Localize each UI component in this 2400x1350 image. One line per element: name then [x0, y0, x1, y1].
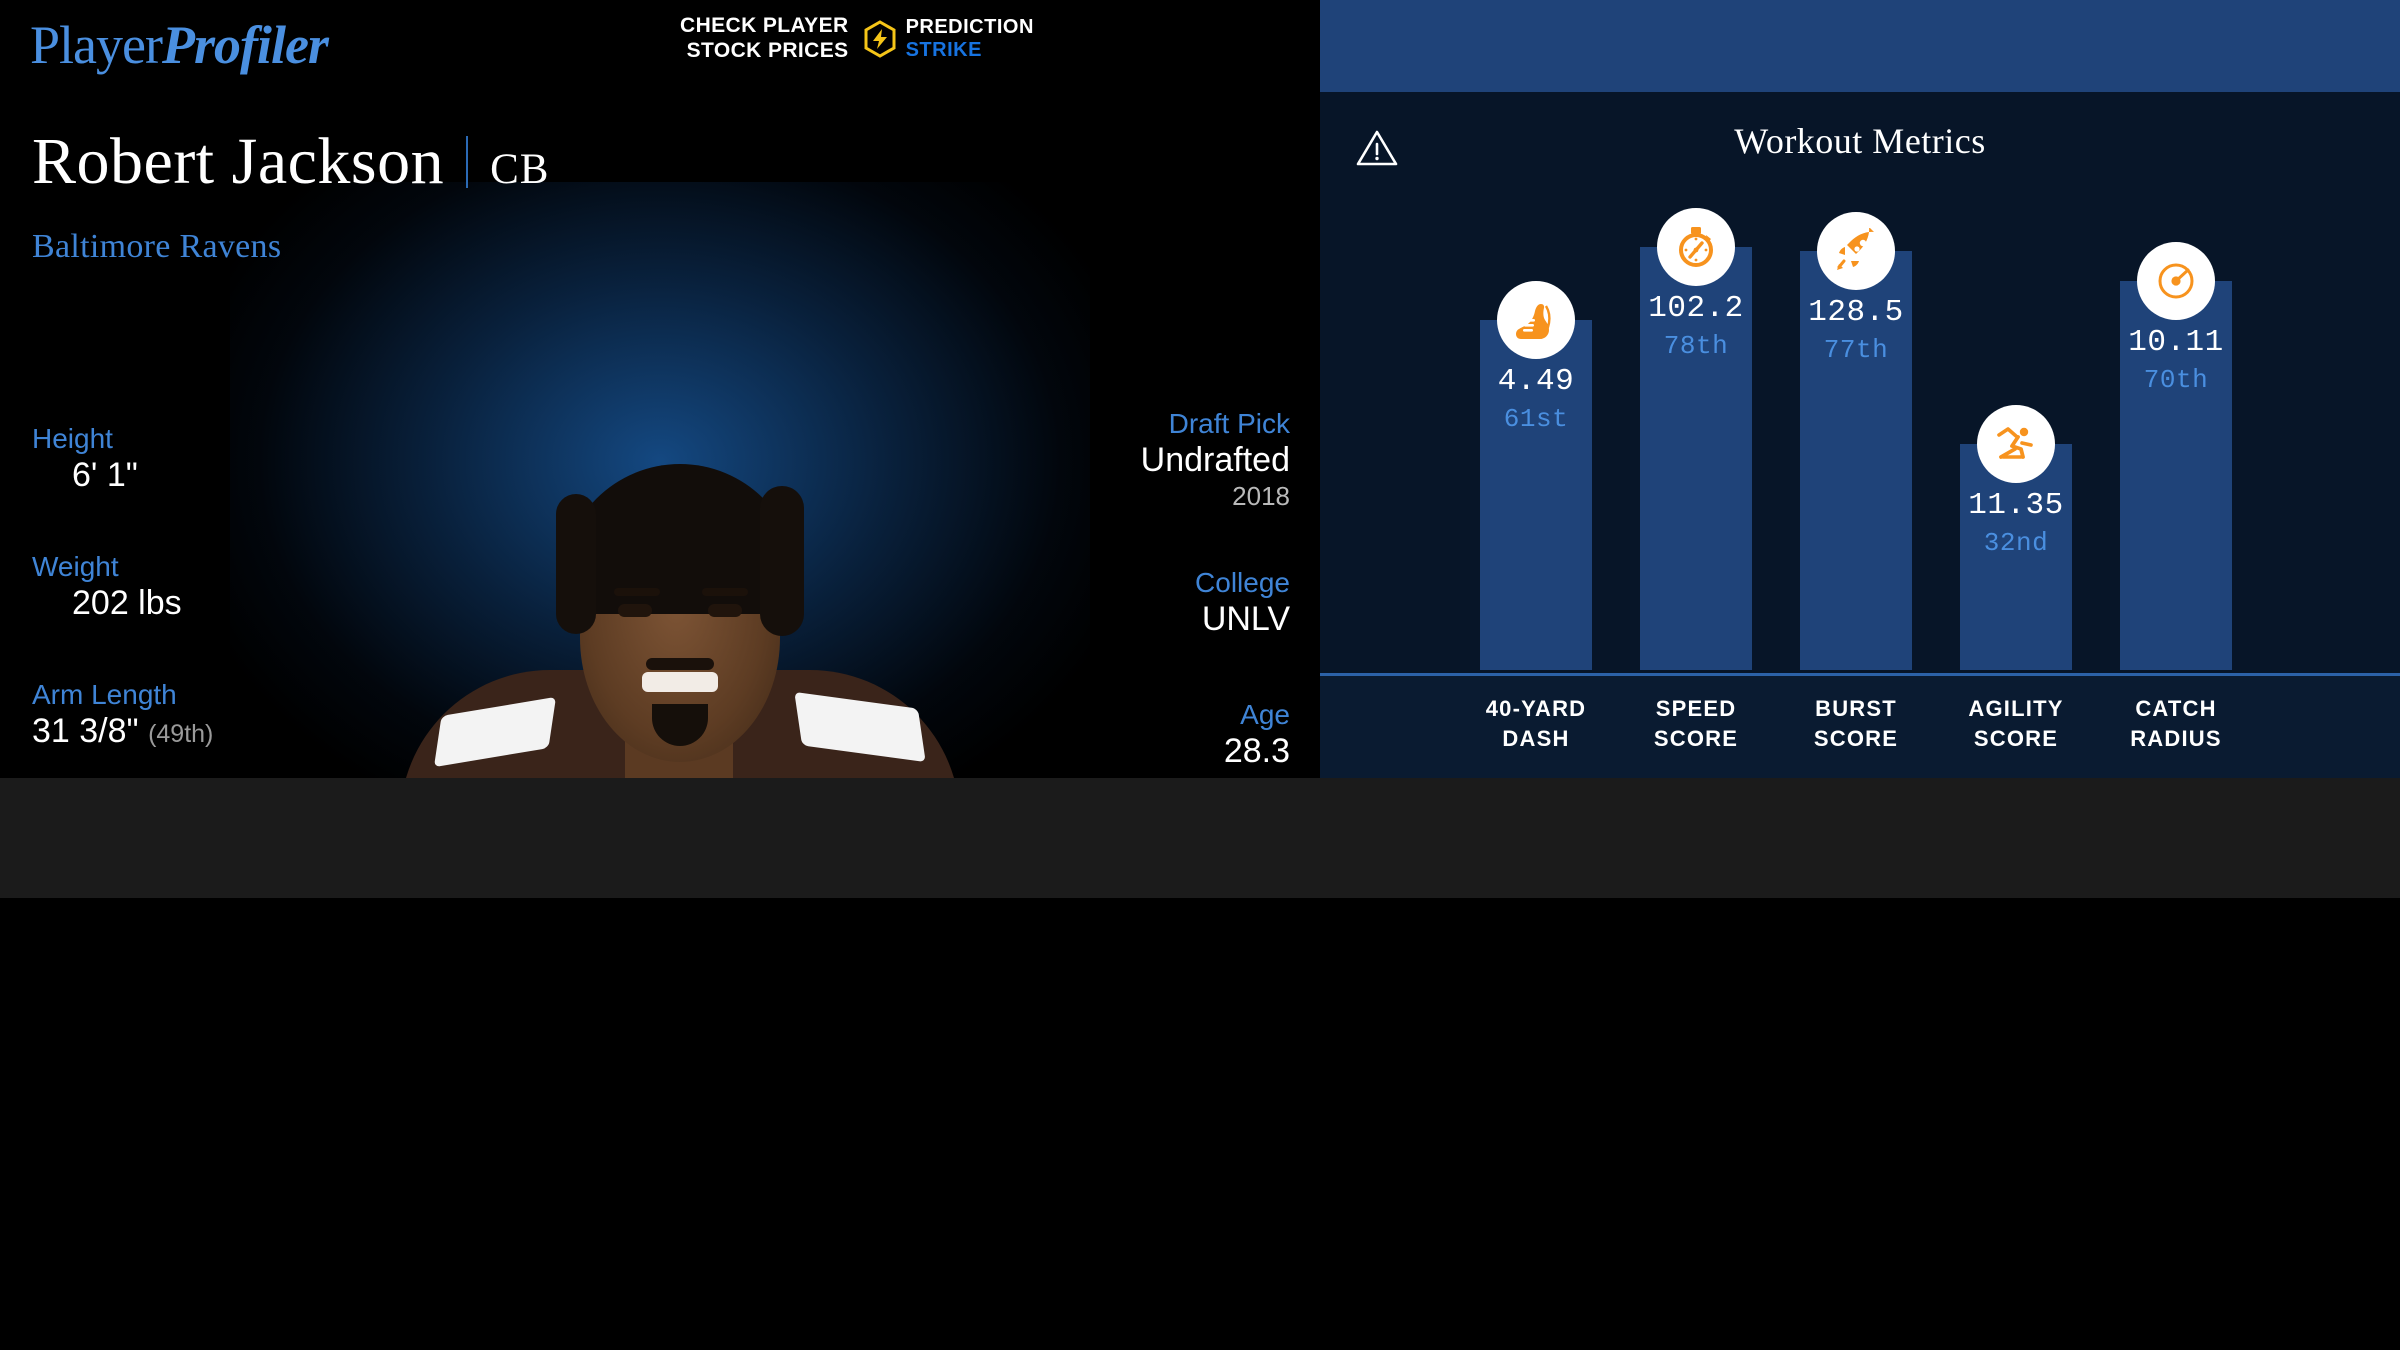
player-name-row: Robert Jackson CB [32, 124, 549, 200]
photo-eye-left [618, 604, 652, 617]
bar-percentile-label: 77th [1823, 335, 1889, 365]
stat-draft-pick: Draft Pick Undrafted 2018 [860, 407, 1290, 512]
chart-bar[interactable]: 4.49 61st [1480, 320, 1592, 670]
lightning-hexagon-icon [863, 20, 897, 58]
axis-tick-label: CATCH RADIUS [2120, 694, 2232, 753]
top-bar: PlayerProfiler CHECK PLAYER STOCK PRICES… [0, 0, 2400, 92]
stat-arm-length: Arm Length 31 3/8" (49th) [32, 678, 452, 752]
player-team[interactable]: Baltimore Ravens [32, 228, 282, 265]
promo-line-2: STOCK PRICES [686, 38, 849, 62]
measurables-left-column: Height 6' 1" Weight 202 lbs Arm Length 3… [32, 422, 452, 778]
sponsor-word-prediction: PREDICTION [905, 16, 1034, 39]
axis-tick-label: AGILITY SCORE [1960, 694, 2072, 753]
axis-tick-line: SCORE [1813, 725, 1899, 751]
best-comparable-bar: BEST COMPARABLE MARCUS COOPER [1320, 0, 2400, 92]
axis-tick-line: AGILITY [1968, 696, 2064, 721]
page-title: Robert Jackson [32, 125, 445, 198]
stat-height: Height 6' 1" [32, 422, 452, 496]
site-logo[interactable]: PlayerProfiler [30, 14, 329, 76]
player-photo [380, 422, 980, 778]
chart-x-axis: 40-YARD DASH SPEED SCORE BURST SCORE AGILITY SC… [1320, 673, 2400, 778]
bar-percentile-label: 32nd [1983, 528, 2049, 558]
prediction-strike-wordmark: PREDICTION STRIKE [906, 16, 1034, 61]
player-profile-panel: Robert Jackson CB Baltimore Ravens [0, 92, 1320, 778]
axis-tick-line: 40-YARD [1485, 696, 1587, 721]
stat-percentile: (49th) [148, 719, 214, 748]
logo-text-player: Player [30, 15, 163, 75]
stat-value: 6' 1" [72, 456, 138, 495]
axis-tick-line: SCORE [1973, 725, 2059, 751]
bar-value-label: 4.49 [1497, 364, 1575, 399]
stat-label: Arm Length [32, 678, 177, 710]
runner-icon [1977, 405, 2055, 483]
running-shoe-icon [1497, 281, 1575, 359]
measurables-right-column: Draft Pick Undrafted 2018 College UNLV A… [860, 407, 1290, 778]
stat-value: Undrafted [1140, 441, 1290, 480]
photo-mouth [642, 672, 718, 692]
photo-eye-right [708, 604, 742, 617]
photo-moustache [646, 658, 714, 670]
stat-subvalue: 2018 [1232, 480, 1290, 511]
stat-value: 31 3/8" [32, 711, 139, 750]
stat-college: College UNLV [860, 566, 1290, 640]
workout-metrics-chart: 4.49 61st 102.2 78th 128.5 77th 11.35 32nd 10.11… [1320, 92, 2400, 670]
stat-value: UNLV [1201, 599, 1290, 638]
stat-label: Height [32, 423, 113, 454]
promo-text: CHECK PLAYER STOCK PRICES [680, 14, 849, 64]
metrics-title: Workout Metrics [1734, 121, 1986, 161]
chart-bar[interactable]: 10.11 70th [2120, 281, 2232, 670]
stat-value: 28.3 [1223, 731, 1290, 770]
rocket-icon [1817, 212, 1895, 290]
logo-text-profiler: Profiler [161, 15, 329, 75]
page-footer-band [0, 778, 2400, 898]
bar-value-label: 128.5 [1808, 295, 1904, 330]
axis-tick-label: SPEED SCORE [1640, 694, 1752, 753]
stat-value: 202 lbs [72, 583, 182, 622]
top-bar-left: PlayerProfiler CHECK PLAYER STOCK PRICES… [0, 0, 1320, 92]
photo-hair [556, 464, 804, 636]
axis-tick-line: SCORE [1653, 725, 1739, 751]
warning-triangle-icon[interactable] [1355, 128, 1399, 168]
stat-label: Age [1240, 698, 1290, 730]
axis-tick-line: SPEED [1655, 696, 1737, 721]
player-position: CB [490, 146, 550, 193]
prediction-strike-logo[interactable]: PREDICTION STRIKE [863, 16, 1034, 61]
axis-tick-line: DASH [1502, 725, 1570, 751]
bar-value-label: 102.2 [1648, 291, 1744, 326]
promo-banner[interactable]: CHECK PLAYER STOCK PRICES PREDICTION STR… [680, 14, 1034, 64]
axis-tick-line: RADIUS [2130, 725, 2222, 751]
stat-label: College [1195, 566, 1290, 598]
stat-value-row: 31 3/8" (49th) [32, 711, 452, 752]
name-divider [466, 136, 469, 188]
stat-weight: Weight 202 lbs [32, 550, 452, 624]
sponsor-word-strike: STRIKE [905, 38, 982, 61]
bar-percentile-label: 78th [1663, 331, 1729, 361]
stat-label: Draft Pick [1168, 408, 1290, 439]
bar-value-label: 10.11 [2128, 325, 2224, 360]
bar-percentile-label: 70th [2143, 365, 2209, 395]
bar-value-label: 11.35 [1968, 488, 2064, 523]
chart-bar[interactable]: 128.5 77th [1800, 251, 1912, 670]
page-background-fill [0, 898, 2400, 1350]
stat-label: Weight [32, 550, 119, 582]
axis-tick-line: BURST [1815, 696, 1897, 721]
axis-tick-line: CATCH [2135, 696, 2217, 721]
promo-line-1: CHECK PLAYER [680, 14, 849, 37]
axis-tick-label: 40-YARD DASH [1480, 694, 1592, 753]
stat-age: Age 28.3 [860, 698, 1290, 772]
axis-tick-label: BURST SCORE [1800, 694, 1912, 753]
bar-percentile-label: 61st [1503, 404, 1569, 434]
photo-brow-right [702, 588, 748, 596]
radar-gauge-icon [2137, 242, 2215, 320]
stopwatch-icon [1657, 208, 1735, 286]
jersey-stripe-left [433, 696, 557, 768]
chart-bar[interactable]: 102.2 78th [1640, 247, 1752, 670]
photo-brow-left [614, 588, 660, 596]
